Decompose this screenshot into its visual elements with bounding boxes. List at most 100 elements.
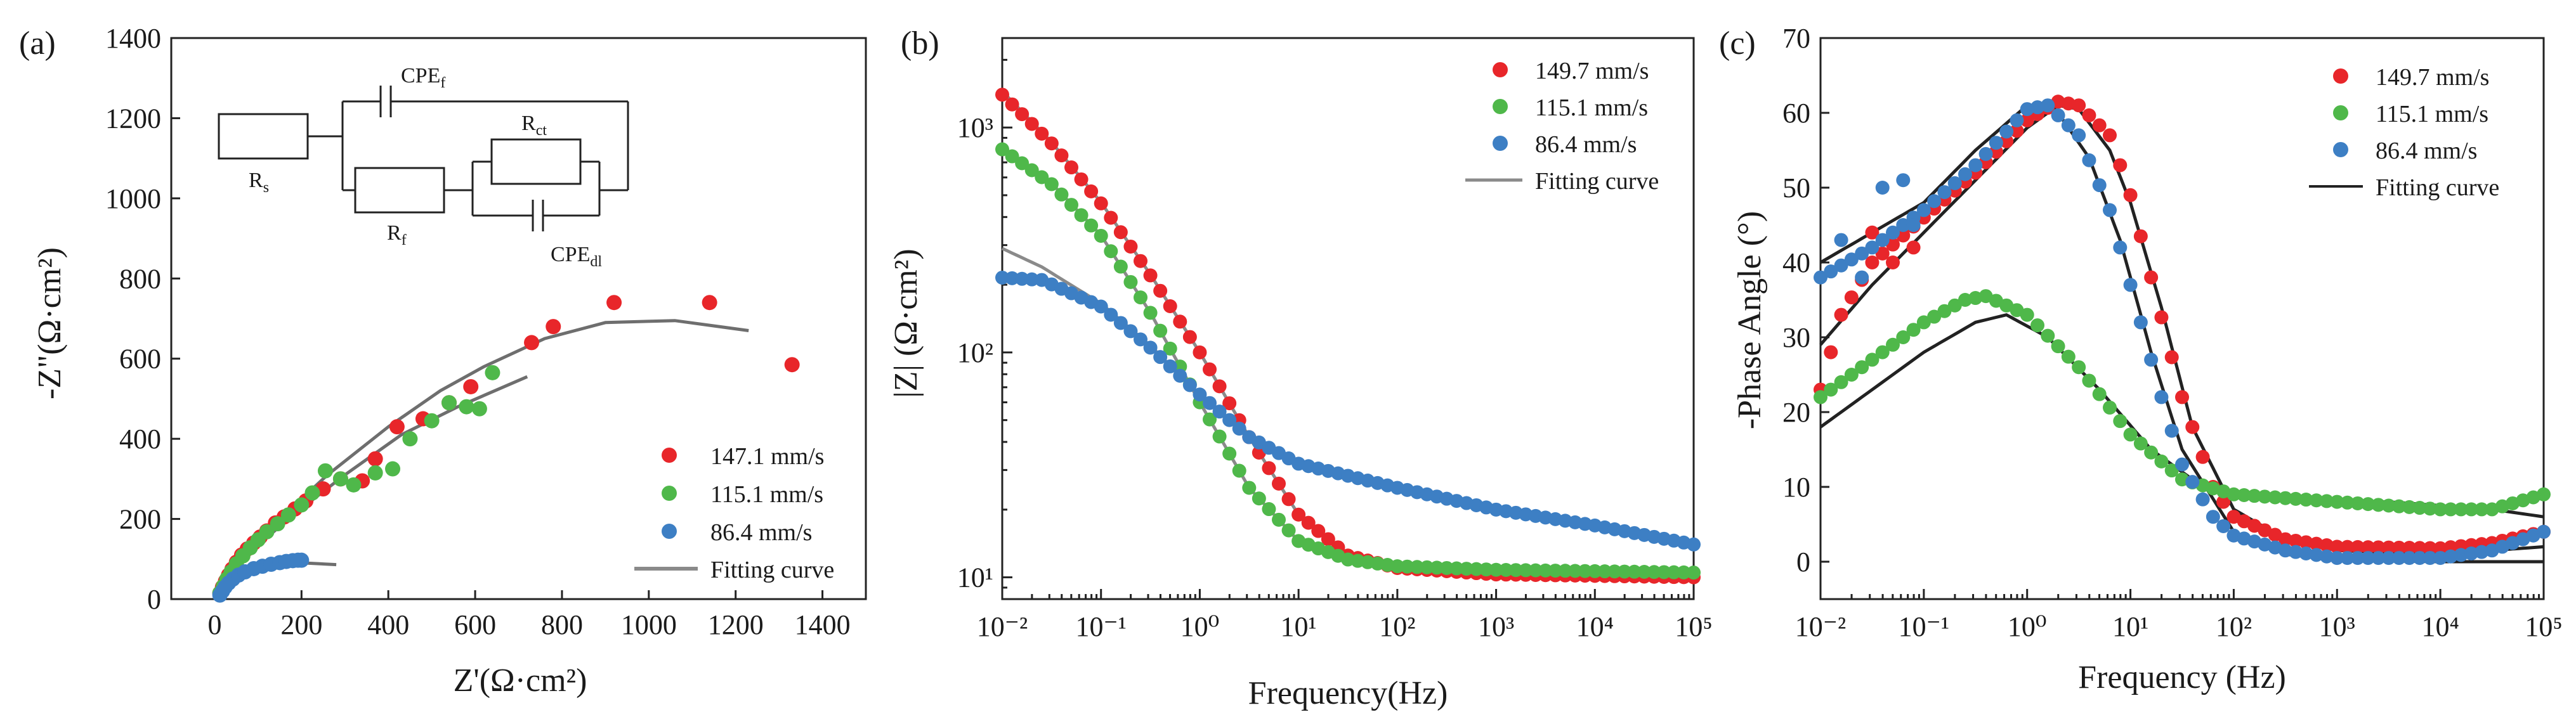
panel-c-xlabel: Frequency (Hz) — [2078, 659, 2286, 695]
label-rct: Rct — [521, 112, 547, 139]
c-data-point — [2454, 502, 2468, 517]
legend-b-marker-red — [1493, 62, 1508, 77]
legend-label-115: 115.1 mm/s — [710, 481, 823, 508]
c-data-point — [2289, 533, 2303, 548]
c-data-point — [1999, 124, 2014, 139]
c-data-point — [1968, 291, 1983, 306]
b-data-point — [1035, 170, 1049, 184]
b-data-point — [1134, 254, 1147, 268]
b-data-point — [1212, 404, 1227, 419]
c-data-point — [2123, 278, 2138, 292]
c-data-point — [2340, 495, 2355, 510]
legend-label-fit: Fitting curve — [710, 557, 834, 583]
c-data-point — [2320, 549, 2334, 564]
b-data-point — [1024, 163, 1039, 178]
b-data-point — [1232, 463, 1246, 478]
c-ytick-label: 0 — [1796, 546, 1810, 578]
b-ytick-label: 10³ — [957, 112, 993, 143]
b-ytick-label: 10¹ — [957, 562, 993, 593]
b-data-point — [1094, 196, 1108, 210]
a-xtick-label: 200 — [280, 609, 322, 640]
panel-b-label: (b) — [901, 25, 939, 61]
panel-a-ticks: 0 200 400 600 800 1000 1200 1400 0 200 400 600 800 10… — [105, 23, 851, 640]
b-data-point — [1519, 563, 1533, 578]
a-ytick-label: 200 — [119, 504, 161, 535]
c-data-point — [2051, 108, 2065, 122]
c-data-point — [2299, 535, 2313, 550]
panel-b-ticks: 10⁻² 10⁻¹ 10⁰ 10¹ 10² 10³ 10⁴ 10⁵ 10¹ 10² 10³ — [957, 58, 1713, 642]
panel-b-legend: 149.7 mm/s 115.1 mm/s 86.4 mm/s Fitting … — [1465, 58, 1659, 195]
xtick-label: 10⁻¹ — [1076, 611, 1127, 642]
a-ytick-label: 600 — [119, 344, 161, 375]
b-data-point — [1212, 429, 1227, 444]
c-data-point — [2320, 494, 2334, 508]
legend-marker-blue — [662, 524, 677, 539]
legend-c-label-115: 115.1 mm/s — [2376, 101, 2488, 127]
c-data-point — [1875, 233, 1890, 247]
b-data-point — [1222, 396, 1237, 411]
c-data-point — [2030, 100, 2044, 115]
b-data-point — [1153, 350, 1168, 365]
b-data-point — [1064, 198, 1078, 212]
label-cpe-dl: CPEdl — [551, 243, 602, 270]
c-data-point — [2113, 240, 2128, 255]
b-data-point — [1311, 524, 1326, 538]
b-data-point — [1578, 564, 1592, 578]
b-data-point — [1222, 446, 1237, 461]
c-data-point — [1916, 203, 1931, 217]
c-data-point — [2278, 532, 2292, 546]
a-xtick-label: 400 — [367, 609, 409, 640]
resistor-rct — [490, 138, 582, 185]
b-data-point — [1104, 307, 1118, 322]
xtick-label: 10² — [1379, 611, 1415, 642]
c-ytick-label: 50 — [1782, 172, 1810, 204]
b-data-point — [1607, 564, 1622, 579]
c-data-point — [2330, 551, 2344, 566]
a-data-point — [389, 419, 405, 435]
a-data-point — [606, 295, 622, 311]
b-data-point — [1143, 306, 1158, 320]
xtick-label: 10¹ — [1281, 611, 1317, 642]
c-data-point — [2433, 502, 2448, 517]
panel-b-xlabel: Frequency(Hz) — [1248, 675, 1448, 711]
b-data-point — [1134, 290, 1147, 305]
legend-c-label-149: 149.7 mm/s — [2376, 64, 2489, 91]
b-data-point — [1084, 218, 1099, 233]
c-data-point — [1814, 390, 1827, 404]
b-fit-curve — [1001, 90, 1694, 579]
b-data-point — [1113, 316, 1128, 330]
b-data-point — [1459, 562, 1474, 576]
c-data-point — [2164, 423, 2179, 438]
xtick-label: 10² — [2216, 611, 2252, 642]
b-data-point — [1232, 422, 1246, 436]
b-data-point — [1499, 562, 1514, 577]
c-data-point — [2289, 545, 2303, 559]
c-data-point — [2123, 427, 2138, 442]
label-rs: Rs — [249, 169, 269, 196]
c-fit-curve — [1819, 103, 2544, 556]
legend-b-marker-green — [1493, 99, 1508, 114]
xtick-label: 10³ — [1478, 611, 1514, 642]
c-data-point — [2082, 153, 2096, 167]
b-data-point — [1677, 565, 1691, 579]
b-data-point — [1558, 564, 1572, 578]
b-data-point — [1035, 126, 1049, 141]
b-data-point — [1400, 559, 1415, 574]
a-data-point — [332, 471, 348, 487]
c-data-point — [2433, 551, 2448, 566]
c-data-point — [2144, 445, 2159, 460]
c-ytick-label: 10 — [1782, 472, 1810, 503]
b-data-point — [1410, 560, 1424, 574]
c-data-point — [1834, 258, 1848, 273]
b-data-point — [1262, 461, 1276, 475]
b-data-point — [1687, 537, 1701, 552]
c-data-point — [2340, 551, 2355, 566]
c-data-point — [2371, 540, 2386, 555]
b-data-point — [1637, 565, 1652, 579]
a-xtick-label: 1400 — [795, 609, 851, 640]
b-data-point — [1479, 562, 1493, 577]
b-data-point — [1420, 560, 1434, 574]
c-data-point — [2361, 540, 2376, 555]
c-data-point — [2123, 188, 2138, 202]
a-data-point — [441, 395, 457, 411]
